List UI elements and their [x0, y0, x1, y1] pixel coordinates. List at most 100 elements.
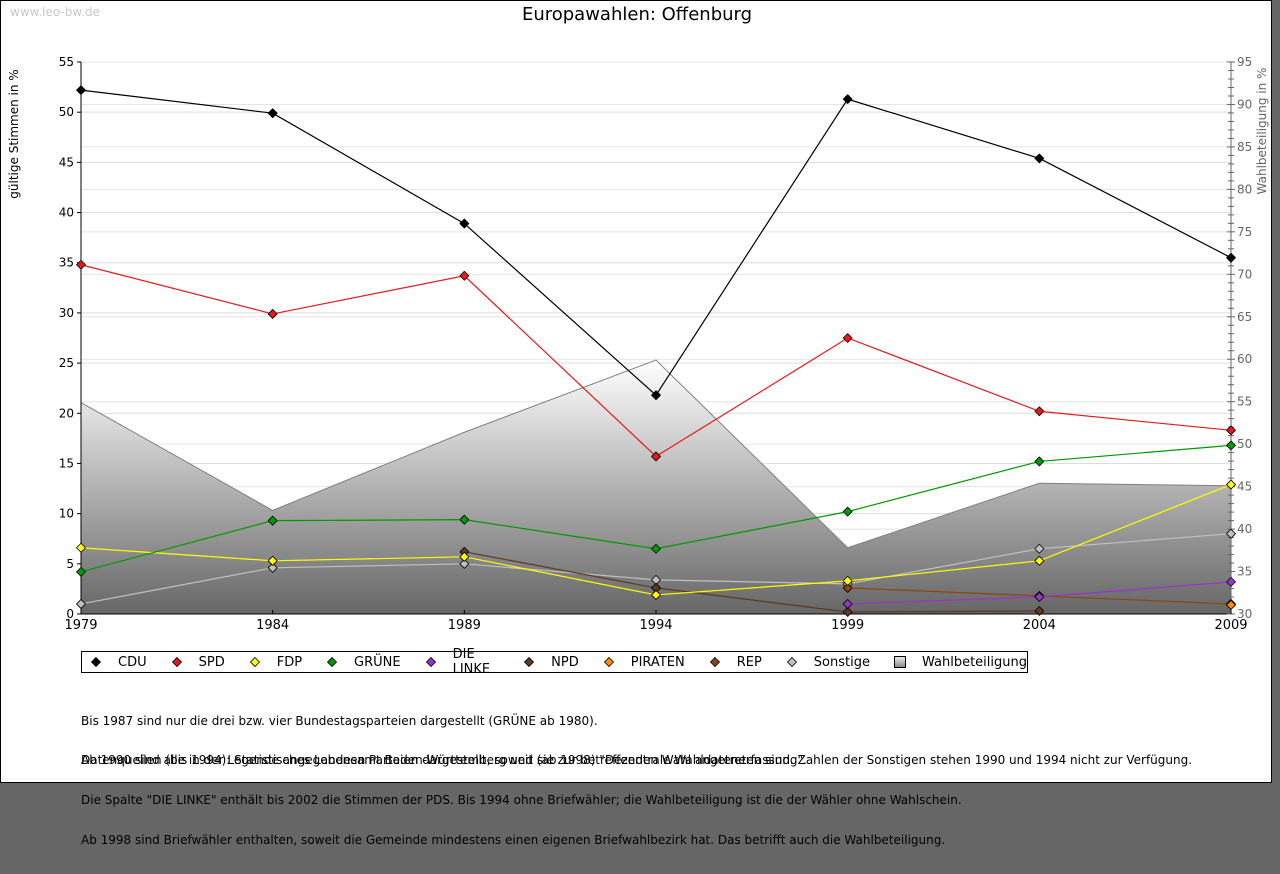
- y-tick-label: 30: [59, 306, 74, 320]
- legend-label: REP: [736, 654, 762, 670]
- y2-tick-label: 85: [1237, 140, 1252, 154]
- legend-diamond-icon: [326, 656, 338, 668]
- x-tick-label: 1989: [448, 618, 481, 633]
- legend-label: DIE LINKE: [452, 647, 491, 677]
- y2-tick-label: 30: [1237, 607, 1252, 621]
- turnout-area-layer: [80, 359, 1232, 614]
- legend-item: DIE LINKE: [425, 647, 500, 677]
- legend-label: FDP: [276, 654, 303, 670]
- legend-diamond-icon: [523, 656, 535, 668]
- legend-diamond-icon: [90, 656, 102, 668]
- chart-plot: 0 5 10 15 20 25 30 35 40 45 50 55 30 35 40 45 50 55 60 65 70…: [7, 55, 1269, 633]
- y2-tick-label: 75: [1237, 225, 1252, 239]
- series-line-npd: [464, 551, 1040, 613]
- data-point-fdp: [76, 542, 86, 553]
- y2-tick-label: 45: [1237, 480, 1252, 494]
- legend-label: SPD: [198, 654, 225, 670]
- y-tick-label: 35: [59, 256, 74, 270]
- data-point-fdp: [651, 590, 661, 600]
- series-line-cdu: [80, 89, 1232, 397]
- data-sources: Datenquellen (bis 1994): Statistisches L…: [81, 753, 807, 767]
- data-point-die-linke: [1034, 592, 1045, 602]
- y-tick-label: 5: [66, 557, 74, 571]
- legend-diamond-icon: [171, 656, 183, 668]
- data-point-grüne: [651, 543, 661, 554]
- legend-diamond-icon: [603, 656, 615, 668]
- legend-diamond-icon: [786, 656, 798, 668]
- y2-tick-label: 70: [1237, 267, 1252, 281]
- legend-item: PIRATEN: [603, 655, 685, 670]
- data-point-rep: [842, 583, 853, 593]
- data-point-spd: [459, 270, 470, 281]
- data-point-cdu: [651, 390, 661, 401]
- x-tick-label: 1984: [256, 618, 289, 633]
- data-point-die-linke: [1226, 576, 1236, 587]
- notes: Bis 1987 sind nur die drei bzw. vier Bun…: [81, 688, 1192, 874]
- data-point-grüne: [459, 514, 470, 525]
- turnout-area: [81, 360, 1231, 614]
- data-point-cdu: [76, 85, 86, 96]
- y2-tick-label: 50: [1237, 437, 1252, 451]
- data-point-sonstige: [1226, 528, 1236, 539]
- y-tick-label: 0: [66, 607, 74, 621]
- y2-tick-label: 90: [1237, 97, 1252, 111]
- legend-label: PIRATEN: [630, 654, 685, 670]
- data-point-fdp: [459, 551, 470, 562]
- data-point-fdp: [267, 555, 278, 566]
- legend-item: Sonstige: [786, 655, 870, 670]
- note-line: Bis 1987 sind nur die drei bzw. vier Bun…: [81, 713, 598, 728]
- legend-square-icon: [893, 656, 906, 668]
- data-point-piraten: [1226, 600, 1236, 610]
- y2-tick-label: 95: [1237, 55, 1252, 69]
- legend-label: Wahlbeteiligung: [921, 654, 1027, 670]
- legend-diamond-icon: [425, 656, 437, 668]
- data-point-npd: [842, 607, 853, 617]
- data-point-fdp: [1034, 555, 1045, 566]
- legend-label: CDU: [118, 654, 147, 670]
- data-point-fdp: [842, 575, 853, 586]
- legend-item: CDU: [90, 655, 147, 670]
- data-point-npd: [1034, 606, 1045, 616]
- legend: CDU SPD FDP GRÜNE DIE LINKE NPD PIRATEN REP Sons…: [81, 647, 1028, 677]
- data-point-spd: [267, 309, 278, 319]
- chart-frame: www.leo-bw.de Europawahlen: Offenburg 0 5…: [0, 0, 1272, 847]
- data-point-cdu: [459, 218, 470, 229]
- y-tick-label: 10: [59, 507, 74, 521]
- legend-label: Sonstige: [813, 654, 870, 670]
- y2-tick-label: 80: [1237, 182, 1252, 196]
- legend-label: GRÜNE: [354, 654, 401, 670]
- legend-item: REP: [709, 655, 762, 670]
- x-tick-label: 1979: [64, 618, 97, 633]
- x-tick-label: 1999: [831, 618, 864, 633]
- y-tick-label: 20: [59, 406, 74, 420]
- y2-tick-label: 40: [1237, 522, 1252, 536]
- x-tick-label: 1994: [639, 618, 672, 633]
- legend-item: FDP: [249, 655, 302, 670]
- data-point-grüne: [76, 566, 86, 577]
- data-point-cdu: [267, 108, 278, 119]
- y-tick-label: 25: [59, 356, 74, 370]
- data-point-fdp: [1226, 479, 1236, 490]
- y-tick-label: 40: [59, 206, 74, 220]
- data-point-die-linke: [842, 599, 853, 609]
- y-axis-title: gültige Stimmen in %: [7, 69, 21, 198]
- legend-item: GRÜNE: [326, 655, 401, 670]
- legend-item: NPD: [523, 655, 579, 670]
- data-point-cdu: [1226, 252, 1236, 263]
- data-point-sonstige: [1034, 543, 1045, 554]
- data-point-spd: [1034, 406, 1045, 417]
- axes: 0 5 10 15 20 25 30 35 40 45 50 55 30 35 40 45 50 55 60 65 70…: [59, 55, 1253, 633]
- y-tick-label: 55: [59, 55, 74, 69]
- data-point-grüne: [1034, 456, 1045, 467]
- chart-title: Europawahlen: Offenburg: [521, 4, 753, 25]
- data-point-cdu: [842, 94, 853, 105]
- legend-item: Wahlbeteiligung: [893, 654, 1027, 670]
- note-line: Ab 1998 sind Briefwähler enthalten, sowe…: [81, 833, 946, 848]
- data-point-grüne: [267, 515, 278, 526]
- legend-item: SPD: [171, 655, 225, 670]
- data-point-grüne: [1226, 440, 1236, 451]
- legend-diamond-icon: [249, 656, 261, 668]
- y2-tick-label: 65: [1237, 310, 1252, 324]
- turnout-outline: [80, 359, 1232, 549]
- y2-tick-label: 55: [1237, 395, 1252, 409]
